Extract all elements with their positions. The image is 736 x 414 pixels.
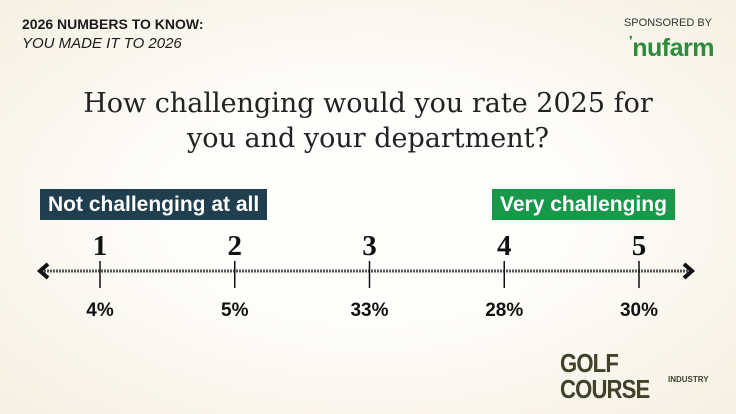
low-label: Not challenging at all [40,189,268,220]
tick-label: 4 [497,230,512,262]
high-label: Very challenging [492,189,675,220]
question-line-1: How challenging would you rate 2025 for [83,88,653,119]
tick-label: 2 [228,230,243,262]
nufarm-logo: ❜nufarm [629,34,714,63]
subtitle: YOU MADE IT TO 2026 [22,35,182,52]
golf-course-industry-logo: GOLF COURSE [560,348,650,404]
tick-label: 1 [93,230,108,262]
kicker: 2026 NUMBERS TO KNOW: [22,16,204,32]
question-line-2: you and your department? [187,123,549,154]
leaf-icon: ❜ [629,35,633,47]
data-label: 28% [485,300,523,321]
tick-label: 3 [362,230,377,262]
sponsored-by: SPONSORED BY [623,17,712,29]
left-arrow-icon [36,262,50,280]
data-label: 33% [350,300,388,321]
question-title: How challenging would you rate 2025 for … [0,86,736,156]
nufarm-logo-text: nufarm [632,34,714,62]
golf-course-industry-logo-sub: INDUSTRY [668,375,709,384]
tick-label: 5 [632,230,647,262]
data-label: 5% [221,300,249,321]
data-label: 4% [86,300,114,321]
right-arrow-icon [682,262,696,280]
data-label: 30% [620,300,658,321]
